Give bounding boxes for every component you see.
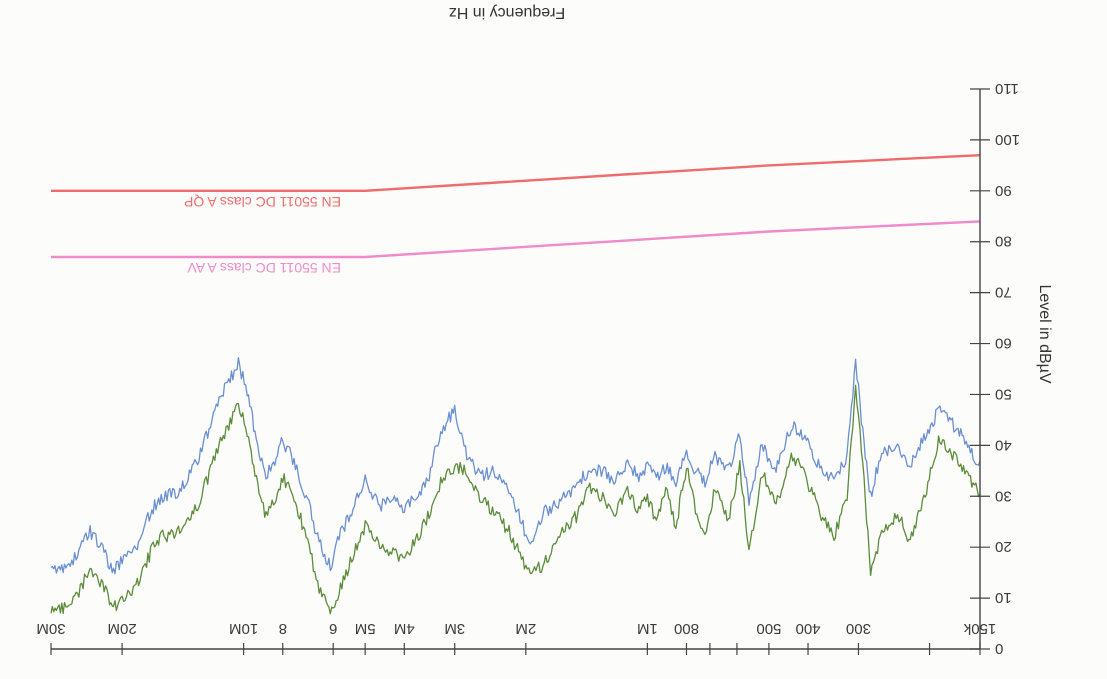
y-axis-title: Level in dBµV: [1036, 284, 1053, 383]
x-tick-label: 30M: [36, 620, 65, 637]
y-tick-label: 20: [995, 538, 1012, 555]
y-tick-label: 30: [995, 487, 1012, 504]
y-tick-label: 100: [995, 131, 1020, 148]
y-tick-label: 90: [995, 182, 1012, 199]
y-tick-label: 70: [995, 284, 1012, 301]
series-line-3: [51, 220, 981, 259]
axis-layer: [50, 88, 990, 655]
x-tick-label: 2M: [515, 620, 536, 637]
label-layer: 0 10 20 30 40 50 60 70 80 90 100 110 150k 300 400 500 80…: [36, 80, 1020, 657]
y-tick-label: 60: [995, 335, 1012, 352]
x-tick-label: 3M: [444, 620, 465, 637]
x-axis-title: Frequency in Hz: [449, 4, 566, 21]
x-tick-label: 10M: [229, 620, 258, 637]
series-line-1: [50, 384, 981, 615]
x-tick-label: 5M: [355, 620, 376, 637]
y-tick-label: 40: [995, 436, 1012, 453]
x-tick-label: 500: [756, 620, 781, 637]
series-label-4: EN 55011 DC class A QP: [184, 194, 341, 210]
y-tick-label: 0: [995, 640, 1003, 657]
x-tick-label: 4M: [394, 620, 415, 637]
x-tick-label: 6: [329, 620, 337, 637]
series-line-4: [51, 154, 981, 192]
y-tick-label: 50: [995, 385, 1012, 402]
series-layer: [50, 154, 981, 615]
x-tick-label: 300: [846, 620, 871, 637]
x-tick-label: 150k: [963, 620, 996, 637]
x-tick-label: 400: [796, 620, 821, 637]
x-tick-label: 800: [674, 620, 699, 637]
x-tick-label: 20M: [107, 620, 136, 637]
x-tick-label: 8: [279, 620, 287, 637]
y-tick-label: 110: [995, 80, 1019, 97]
series-label-3: EN 55011 DC class A AV: [187, 260, 341, 276]
y-tick-label: 10: [995, 589, 1012, 606]
x-tick-label: 1M: [637, 620, 658, 637]
y-tick-label: 80: [995, 233, 1012, 250]
series-line-2: [50, 357, 981, 575]
